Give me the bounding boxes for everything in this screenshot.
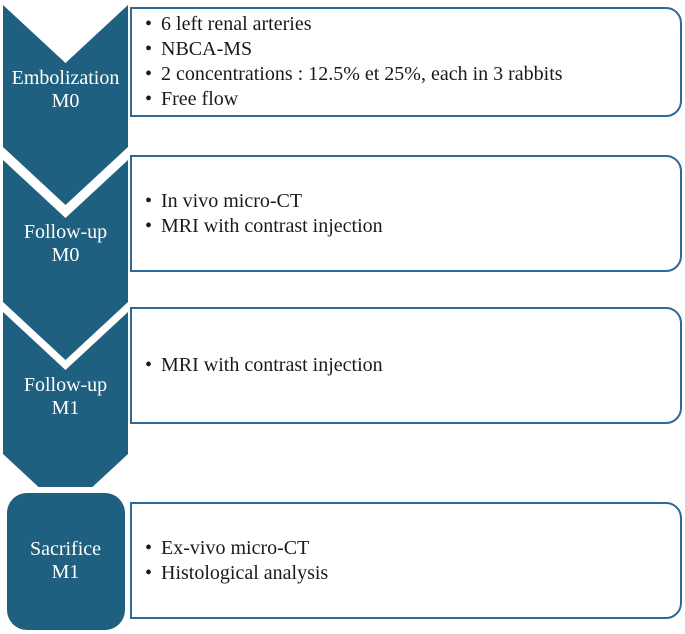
bullet-list: In vivo micro-CT MRI with contrast injec…: [145, 189, 383, 239]
step-label-line1: Follow-up: [23, 374, 108, 396]
step-label-line1: Follow-up: [23, 221, 108, 243]
bullet-item: Histological analysis: [145, 561, 328, 586]
chevron-embolization-m0: [3, 5, 128, 205]
bullet-item: 6 left renal arteries: [145, 12, 563, 37]
bullet-list: MRI with contrast injection: [145, 353, 383, 378]
step-label-line2: M0: [51, 244, 80, 266]
details-box-follow-up-m0: In vivo micro-CT MRI with contrast injec…: [130, 155, 682, 272]
step-label-line1: Embolization: [11, 67, 120, 89]
step-label-line2: M1: [51, 397, 80, 419]
bullet-list: 6 left renal arteries NBCA-MS 2 concentr…: [145, 12, 563, 112]
bullet-item: MRI with contrast injection: [145, 214, 383, 239]
step-label-line2: M1: [51, 561, 80, 583]
bullet-item: Ex-vivo micro-CT: [145, 536, 328, 561]
rounded-rect-sacrifice-m1: [7, 493, 125, 630]
step-label-embolization-m0: Embolization M0: [3, 67, 128, 113]
step-label-line1: Sacrifice: [29, 538, 102, 560]
step-label-line2: M0: [51, 90, 80, 112]
step-label-sacrifice-m1: Sacrifice M1: [3, 538, 128, 584]
chevron-follow-up-m0: [3, 160, 128, 360]
bullet-item: 2 concentrations : 12.5% et 25%, each in…: [145, 62, 563, 87]
bullet-item: NBCA-MS: [145, 37, 563, 62]
step-label-follow-up-m1: Follow-up M1: [3, 374, 128, 420]
details-box-embolization-m0: 6 left renal arteries NBCA-MS 2 concentr…: [130, 7, 682, 117]
details-box-follow-up-m1: MRI with contrast injection: [130, 307, 682, 424]
details-box-sacrifice-m1: Ex-vivo micro-CT Histological analysis: [130, 502, 682, 619]
bullet-item: In vivo micro-CT: [145, 189, 383, 214]
bullet-list: Ex-vivo micro-CT Histological analysis: [145, 536, 328, 586]
bullet-item: MRI with contrast injection: [145, 353, 383, 378]
step-label-follow-up-m0: Follow-up M0: [3, 221, 128, 267]
bullet-item: Free flow: [145, 87, 563, 112]
chevron-follow-up-m1: [3, 312, 128, 512]
